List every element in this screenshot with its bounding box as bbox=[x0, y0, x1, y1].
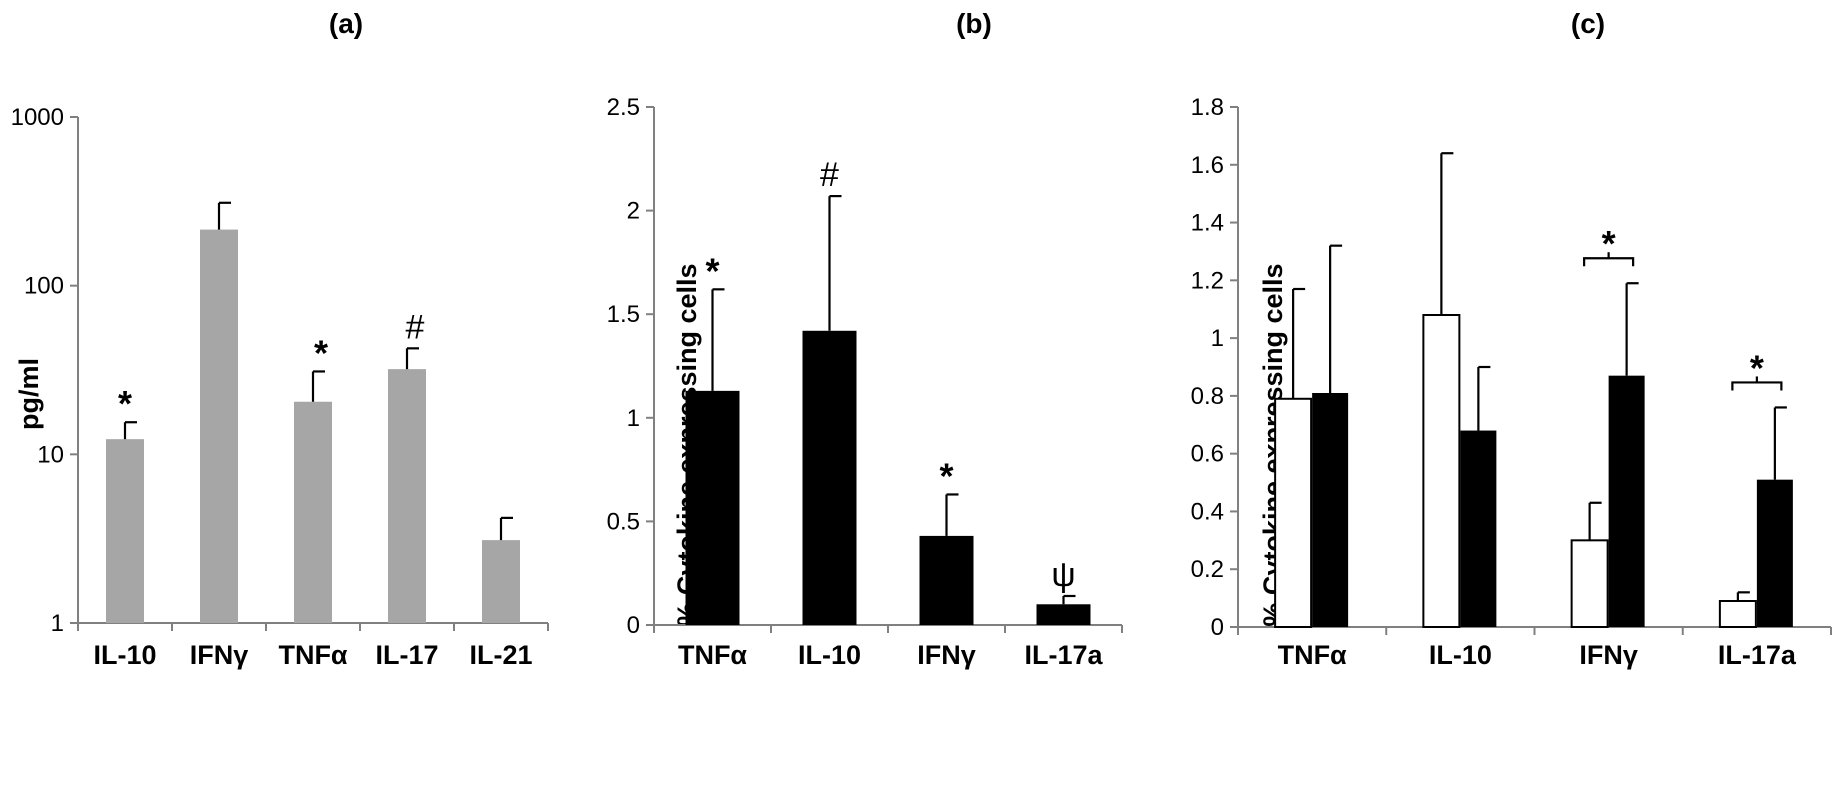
y-tick-label: 1 bbox=[627, 405, 640, 432]
x-tick-label: IL-17a bbox=[1718, 640, 1797, 670]
y-tick-label: 1.4 bbox=[1191, 210, 1224, 237]
x-tick-label: IFNγ bbox=[917, 640, 976, 670]
x-tick-label: IFNγ bbox=[1579, 640, 1638, 670]
panel-a-category-labels: IL-10 IFNγ TNFα IL-17 IL-21 bbox=[93, 640, 532, 670]
panel-b-category-labels: TNFα IL-10 IFNγ IL-17a bbox=[678, 640, 1104, 670]
panel-a-annotations: * * # bbox=[118, 308, 425, 424]
y-tick-label: 100 bbox=[24, 273, 64, 300]
bar bbox=[1756, 479, 1793, 627]
significance-marker: * bbox=[314, 332, 328, 373]
bar bbox=[1312, 393, 1349, 627]
x-tick-label: IL-10 bbox=[93, 640, 156, 670]
x-tick-label: IL-21 bbox=[469, 640, 532, 670]
bar bbox=[685, 390, 740, 625]
panel-a-y-ticks: 1 10 100 1000 bbox=[11, 104, 549, 637]
x-tick-label: IFNγ bbox=[190, 640, 249, 670]
y-tick-label: 0 bbox=[1211, 614, 1224, 641]
y-tick-label: 0.6 bbox=[1191, 441, 1224, 468]
panel-a-label: (a) bbox=[329, 8, 363, 39]
panel-b-bars bbox=[685, 194, 1091, 625]
panel-b-annotations: * # * ψ bbox=[705, 156, 1075, 594]
y-tick-label: 1 bbox=[51, 610, 64, 637]
x-tick-label: TNFα bbox=[1278, 640, 1347, 670]
y-tick-label: 0.4 bbox=[1191, 498, 1224, 525]
y-tick-label: 1 bbox=[1211, 325, 1224, 352]
bar bbox=[1460, 430, 1497, 627]
bar bbox=[482, 540, 520, 623]
bar bbox=[106, 439, 144, 623]
significance-marker: * bbox=[939, 455, 953, 496]
y-tick-label: 0.2 bbox=[1191, 556, 1224, 583]
significance-marker: # bbox=[820, 156, 839, 194]
bar bbox=[388, 369, 426, 623]
bar bbox=[919, 535, 974, 625]
bar bbox=[200, 229, 238, 623]
panel-c-bars bbox=[1274, 152, 1793, 628]
y-tick-label: 0.8 bbox=[1191, 383, 1224, 410]
bar bbox=[1718, 600, 1757, 628]
panel-b-label: (b) bbox=[956, 8, 992, 39]
bar bbox=[1274, 397, 1313, 628]
significance-marker: * bbox=[118, 383, 132, 424]
y-tick-label: 1000 bbox=[11, 104, 64, 131]
y-tick-label: 1.2 bbox=[1191, 267, 1224, 294]
y-tick-label: 1.5 bbox=[607, 301, 640, 328]
panel-a-ylabel: pg/ml bbox=[14, 358, 44, 430]
bar bbox=[294, 401, 332, 623]
significance-marker: ψ bbox=[1051, 556, 1075, 594]
panel-c-chart: (c) % Cytokine expressing cells 00.20.40… bbox=[1191, 8, 1832, 670]
bar bbox=[802, 330, 857, 625]
x-tick-label: IL-10 bbox=[1429, 640, 1492, 670]
significance-marker: * bbox=[705, 250, 719, 291]
bar bbox=[1570, 539, 1609, 628]
y-tick-label: 0.5 bbox=[607, 508, 640, 535]
bar bbox=[1608, 375, 1645, 627]
panel-c-label: (c) bbox=[1571, 8, 1605, 39]
panel-c-category-labels: TNFα IL-10 IFNγ IL-17a bbox=[1278, 640, 1797, 670]
y-tick-label: 1.6 bbox=[1191, 152, 1224, 179]
panel-c-annotations: ** bbox=[1583, 223, 1783, 391]
y-tick-label: 2 bbox=[627, 198, 640, 225]
x-tick-label: IL-17a bbox=[1024, 640, 1103, 670]
x-tick-label: TNFα bbox=[678, 640, 747, 670]
significance-marker: * bbox=[1602, 223, 1616, 264]
panel-a-bars bbox=[106, 201, 520, 623]
y-tick-label: 10 bbox=[37, 441, 64, 468]
x-tick-label: IL-17 bbox=[375, 640, 438, 670]
panel-b-chart: (b) % Cytokine expressing cells 00.511.5… bbox=[607, 8, 1123, 670]
bar bbox=[1422, 314, 1461, 628]
y-tick-label: 1.8 bbox=[1191, 94, 1224, 121]
significance-marker: # bbox=[406, 308, 425, 346]
y-tick-label: 0 bbox=[627, 612, 640, 639]
x-tick-label: TNFα bbox=[278, 640, 347, 670]
x-tick-label: IL-10 bbox=[798, 640, 861, 670]
bar bbox=[1036, 604, 1091, 625]
significance-marker: * bbox=[1750, 347, 1764, 388]
y-tick-label: 2.5 bbox=[607, 94, 640, 121]
